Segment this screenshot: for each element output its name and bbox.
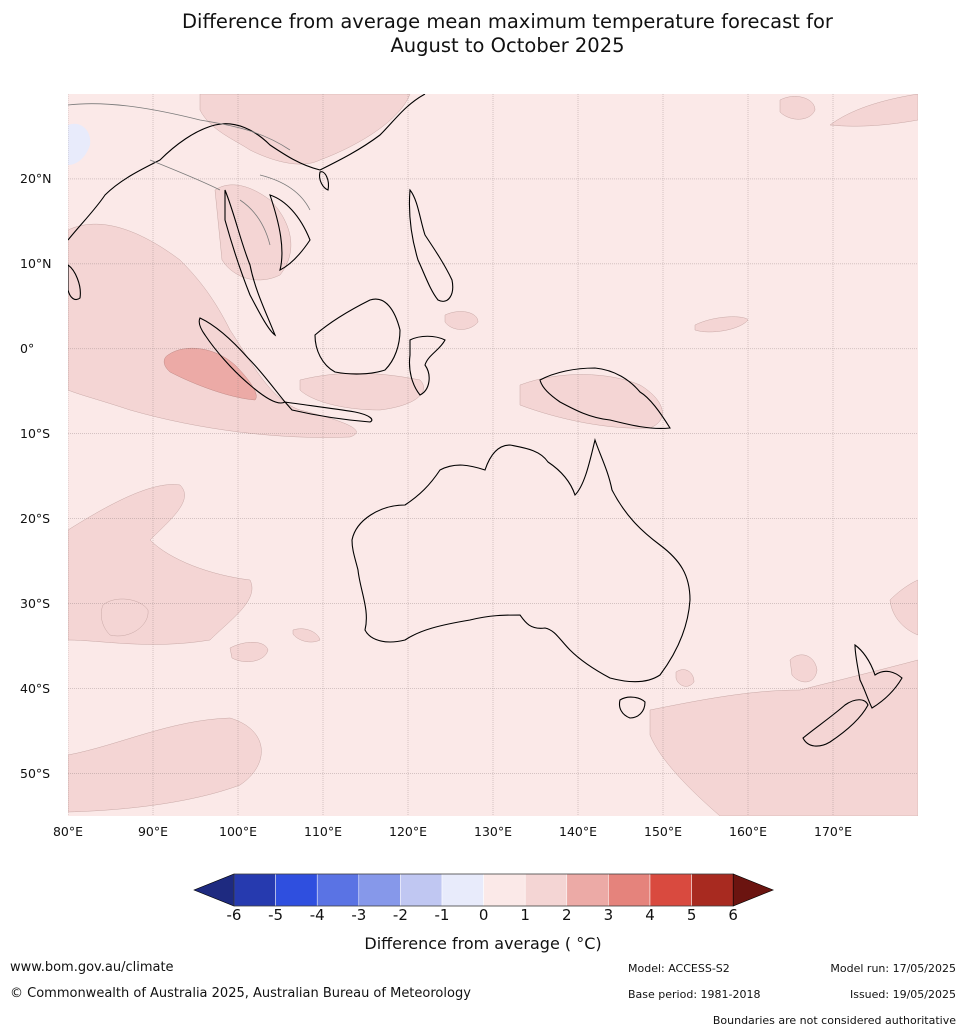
anomaly-region-small-2: [229, 642, 269, 662]
borneo-coastline: [314, 298, 401, 375]
longitude-label: 150°E: [643, 824, 683, 839]
sulawesi-coastline: [408, 335, 446, 396]
latitude-label: 0°: [20, 340, 35, 356]
boundary-disclaimer: Boundaries are not considered authoritat…: [712, 1014, 956, 1027]
anomaly-region-southern-ocean-west: [68, 717, 262, 813]
anomaly-region-indian-ocean-north: [68, 223, 357, 438]
colorbar-swatch: [275, 873, 318, 907]
colorbar-swatch: [400, 873, 443, 907]
philippines-coastline: [408, 188, 454, 302]
colorbar-swatch: [649, 873, 692, 907]
colorbar-tick-label: 4: [645, 906, 655, 924]
colorbar-extend-low: [193, 873, 235, 907]
website-link[interactable]: www.bom.gov.au/climate: [10, 960, 174, 975]
australia-coastline: [351, 438, 691, 683]
colorbar-extend-high: [732, 873, 775, 907]
colorbar-tick-label: -5: [268, 906, 284, 924]
longitude-label: 80°E: [52, 824, 84, 839]
colorbar-tick-label: -6: [226, 906, 242, 924]
colorbar-tick-label: -2: [392, 906, 408, 924]
colorbar-tick-label: -1: [434, 906, 450, 924]
colorbar-tick-label: 2: [562, 906, 572, 924]
issued-date: Issued: 19/05/2025: [849, 988, 956, 1001]
colorbar-tick-label: 3: [603, 906, 614, 924]
title-line-1: Difference from average mean maximum tem…: [182, 10, 833, 33]
anomaly-region-cool-patch: [68, 123, 91, 165]
new-zealand-south-coastline: [802, 699, 869, 747]
colorbar-tick-label: 6: [728, 906, 738, 924]
anomaly-region-northwest: [199, 94, 411, 165]
sumatra-coastline: [198, 317, 286, 404]
new-zealand-north-coastline: [854, 643, 903, 709]
colorbar-swatch: [608, 873, 651, 907]
country-borders: [68, 103, 311, 246]
anomaly-region-sumatra-warm: [163, 348, 257, 401]
colorbar-swatch: [441, 873, 484, 907]
longitude-label: 90°E: [137, 824, 169, 839]
latitude-label: 40°S: [20, 680, 51, 696]
base-period: Base period: 1981-2018: [628, 988, 761, 1001]
colorbar-tick-label: 5: [686, 906, 697, 924]
asia-mainland-coastline: [68, 94, 426, 337]
latitude-label: 30°S: [20, 595, 51, 611]
anomaly-region-new-zealand: [649, 659, 918, 816]
longitude-label: 140°E: [558, 824, 598, 839]
colorbar-tick-label: 1: [520, 906, 530, 924]
anomaly-region-new-guinea: [519, 374, 663, 429]
longitude-label: 170°E: [813, 824, 853, 839]
colorbar-tick-label: 0: [478, 906, 489, 924]
anomaly-region-small-4: [675, 669, 695, 687]
anomaly-region-east-pacific: [889, 579, 918, 636]
longitude-label: 130°E: [473, 824, 513, 839]
coastlines: [68, 94, 903, 747]
colorbar-tick-label: -4: [309, 906, 325, 924]
graticule: [68, 94, 918, 816]
anomaly-region-tasman: [789, 654, 818, 683]
tasmania-coastline: [618, 696, 646, 719]
longitude-label: 110°E: [303, 824, 343, 839]
colorbar-swatch: [691, 873, 734, 907]
country-borders-asia: [68, 103, 311, 246]
new-guinea-coastline: [539, 367, 671, 429]
longitude-label: 120°E: [388, 824, 428, 839]
model-run: Model run: 17/05/2025: [830, 962, 956, 975]
java-coastline: [283, 401, 373, 423]
longitude-label: 160°E: [728, 824, 768, 839]
anomaly-region-small-5: [292, 628, 321, 643]
taiwan-coastline: [319, 171, 329, 191]
colorbar-border: [233, 873, 734, 907]
anomaly-region-pacific-northeast: [829, 94, 918, 127]
anomaly-region-small-3: [444, 311, 479, 330]
colorbar: [193, 873, 775, 907]
colorbar-swatch: [524, 873, 568, 907]
latitude-label: 20°N: [20, 170, 52, 186]
colorbar-label: Difference from average ( °C): [364, 934, 602, 953]
colorbar-swatch: [233, 873, 276, 907]
colorbar-swatch: [358, 873, 401, 907]
copyright-text: © Commonwealth of Australia 2025, Austra…: [10, 986, 471, 1001]
colorbar-tick-label: -3: [351, 906, 367, 924]
title-line-2: August to October 2025: [390, 34, 625, 57]
anomaly-region-small-1: [101, 598, 149, 637]
map-title: Difference from average mean maximum tem…: [0, 10, 965, 58]
model-name: Model: ACCESS-S2: [628, 962, 730, 975]
latitude-label: 10°S: [20, 425, 51, 441]
colorbar-swatch: [316, 873, 360, 907]
anomaly-region-pacific-small: [779, 96, 816, 120]
colorbar-swatch: [566, 873, 609, 907]
latitude-label: 50°S: [20, 765, 51, 781]
latitude-label: 20°S: [20, 510, 51, 526]
sri-lanka-coastline: [68, 264, 81, 301]
latitude-label: 10°N: [20, 255, 52, 271]
longitude-label: 100°E: [218, 824, 258, 839]
colorbar-swatch: [483, 873, 526, 907]
